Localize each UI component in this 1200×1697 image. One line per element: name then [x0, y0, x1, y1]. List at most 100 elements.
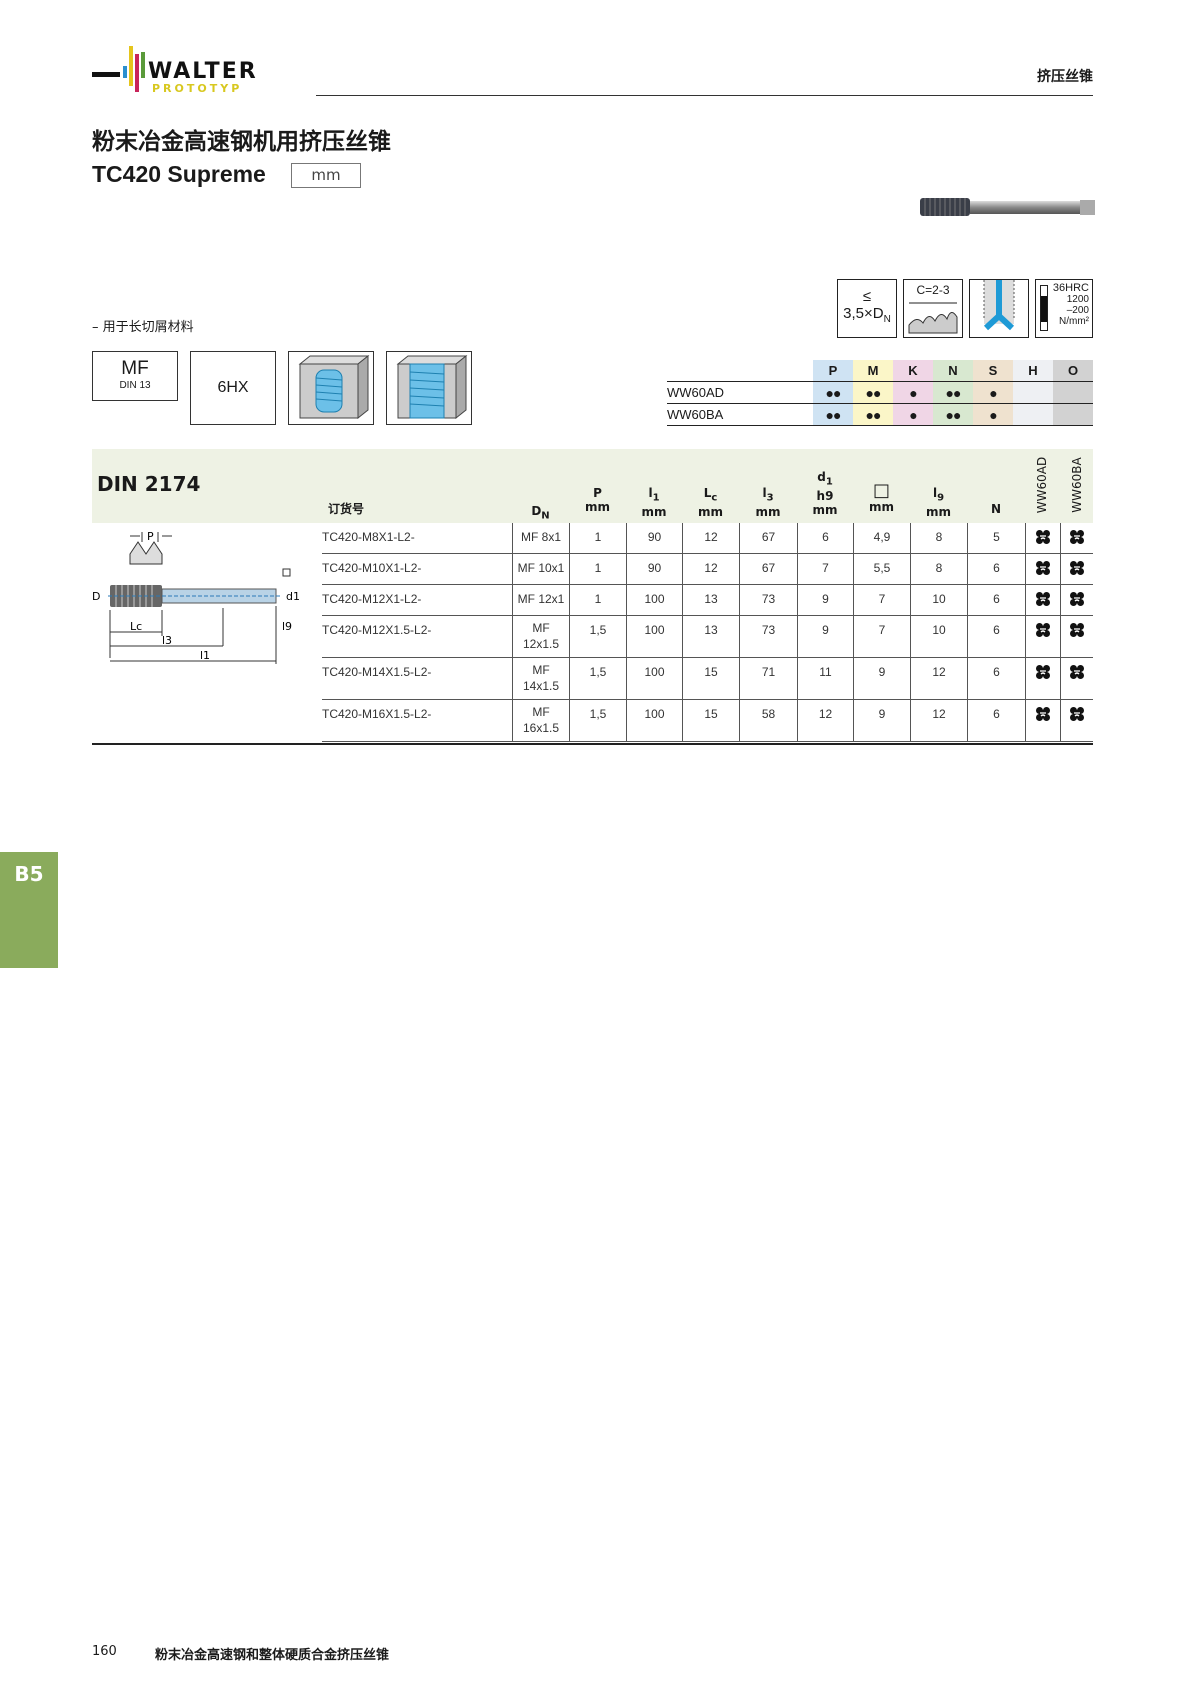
- col-dn: DN: [531, 504, 550, 522]
- grade-label: WW60AD: [667, 385, 725, 400]
- material-h: H: [1013, 360, 1053, 381]
- cell-n: 6: [967, 616, 1025, 657]
- cell-square: 9: [853, 658, 910, 699]
- cell-lc: 13: [682, 616, 739, 657]
- col-ww60ad: WW60AD: [1035, 456, 1049, 514]
- cell-l1: 100: [626, 700, 682, 741]
- cell-order-number[interactable]: TC420-M12X1.5-L2-: [322, 623, 432, 637]
- dim-l9: l9: [282, 620, 292, 633]
- cell-l3: 71: [739, 658, 797, 699]
- rating: ●●: [853, 382, 893, 403]
- dim-dn: D: [92, 590, 100, 603]
- material-suitability-table: P M K N S H O WW60AD ●● ●● ● ●● ● WW60BA…: [667, 360, 1093, 426]
- cell-lc: 12: [682, 523, 739, 553]
- cell-square: 5,5: [853, 554, 910, 584]
- cell-dn: MF 16x1.5: [512, 700, 569, 741]
- table-row: TC420-M16X1.5-L2- MF 16x1.5 1,5 100 15 58 12 9 1…: [322, 700, 1093, 742]
- cell-l3: 73: [739, 616, 797, 657]
- availability-icon: [1060, 585, 1093, 615]
- rating: [1053, 382, 1093, 403]
- cell-dn: MF 12x1: [512, 585, 569, 615]
- cell-d1: 6: [797, 523, 853, 553]
- rating: ●●: [853, 404, 893, 425]
- cell-pitch: 1,5: [569, 700, 626, 741]
- header-rule: [316, 95, 1093, 96]
- cell-d1: 9: [797, 616, 853, 657]
- category-label: 挤压丝锥: [1037, 69, 1093, 85]
- availability-icon: [1060, 658, 1093, 699]
- cell-square: 7: [853, 585, 910, 615]
- rating: ●: [973, 382, 1013, 403]
- material-m: M: [853, 360, 893, 381]
- chamfer-icon: C=2-3: [903, 279, 963, 338]
- tap-dimension-drawing: P D d1 Lc l3 l1 l9: [92, 530, 300, 664]
- cell-square: 4,9: [853, 523, 910, 553]
- material-row: WW60BA ●● ●● ● ●● ●: [667, 404, 1093, 426]
- hardness-icon: 36HRC 1200 –200 N/mm²: [1035, 279, 1093, 338]
- cell-lc: 15: [682, 658, 739, 699]
- walter-prototyp-logo: WALTER PROTOTYP: [92, 46, 256, 95]
- material-o: O: [1053, 360, 1093, 381]
- cell-order-number[interactable]: TC420-M10X1-L2-: [322, 561, 422, 575]
- cell-l9: 10: [910, 616, 967, 657]
- cell-l9: 10: [910, 585, 967, 615]
- table-bottom-rule: [92, 743, 1093, 745]
- cell-l9: 8: [910, 554, 967, 584]
- table-row: TC420-M12X1.5-L2- MF 12x1.5 1,5 100 13 73 9 7 10…: [322, 616, 1093, 658]
- cell-dn: MF 10x1: [512, 554, 569, 584]
- dim-lc: Lc: [130, 620, 142, 633]
- availability-icon: [1025, 616, 1060, 657]
- unit-badge: mm: [291, 163, 361, 188]
- cell-square: 9: [853, 700, 910, 741]
- cell-order-number[interactable]: TC420-M14X1.5-L2-: [322, 665, 432, 679]
- through-hole-icon: [288, 351, 374, 425]
- cell-l1: 90: [626, 523, 682, 553]
- table-row: TC420-M8X1-L2- MF 8x1 1 90 12 67 6 4,9 8 5: [322, 523, 1093, 554]
- table-row: TC420-M10X1-L2- MF 10x1 1 90 12 67 7 5,5 8 6: [322, 554, 1093, 585]
- cell-pitch: 1: [569, 523, 626, 553]
- material-s: S: [973, 360, 1013, 381]
- dim-l3: l3: [162, 634, 172, 647]
- cell-l1: 100: [626, 658, 682, 699]
- cell-l3: 58: [739, 700, 797, 741]
- cell-n: 6: [967, 700, 1025, 741]
- coolant-through-icon: [969, 279, 1029, 338]
- rating: ●●: [813, 404, 853, 425]
- availability-icon: [1060, 616, 1093, 657]
- cell-order-number[interactable]: TC420-M12X1-L2-: [322, 592, 422, 606]
- cell-l1: 100: [626, 616, 682, 657]
- col-l1: l1 mm: [641, 486, 667, 520]
- material-header-row: P M K N S H O: [667, 360, 1093, 382]
- cell-n: 6: [967, 585, 1025, 615]
- availability-icon: [1060, 554, 1093, 584]
- material-row: WW60AD ●● ●● ● ●● ●: [667, 382, 1093, 404]
- cell-order-number[interactable]: TC420-M16X1.5-L2-: [322, 707, 432, 721]
- cell-l9: 12: [910, 658, 967, 699]
- dim-d1: d1: [286, 590, 300, 603]
- rating: ●●: [933, 404, 973, 425]
- standard-label: DIN 2174: [97, 472, 201, 496]
- cell-order-number[interactable]: TC420-M8X1-L2-: [322, 530, 415, 544]
- cell-square: 7: [853, 616, 910, 657]
- rating: [1013, 404, 1053, 425]
- availability-icon: [1025, 658, 1060, 699]
- grade-label: WW60BA: [667, 407, 724, 422]
- cell-l9: 8: [910, 523, 967, 553]
- section-tab[interactable]: B5: [0, 852, 58, 968]
- page-title: 粉末冶金高速钢机用挤压丝锥: [92, 129, 391, 155]
- col-l3: l3 mm: [755, 486, 781, 520]
- availability-icon: [1025, 523, 1060, 553]
- rating: [1013, 382, 1053, 403]
- cell-d1: 9: [797, 585, 853, 615]
- col-d1: d1 h9 mm: [812, 470, 838, 518]
- depth-icon: ≤3,5×DN: [837, 279, 897, 338]
- rating: ●: [893, 382, 933, 403]
- cell-d1: 12: [797, 700, 853, 741]
- cell-l3: 73: [739, 585, 797, 615]
- cell-dn: MF 8x1: [512, 523, 569, 553]
- cell-dn: MF 14x1.5: [512, 658, 569, 699]
- cell-lc: 15: [682, 700, 739, 741]
- cell-pitch: 1: [569, 554, 626, 584]
- cell-d1: 11: [797, 658, 853, 699]
